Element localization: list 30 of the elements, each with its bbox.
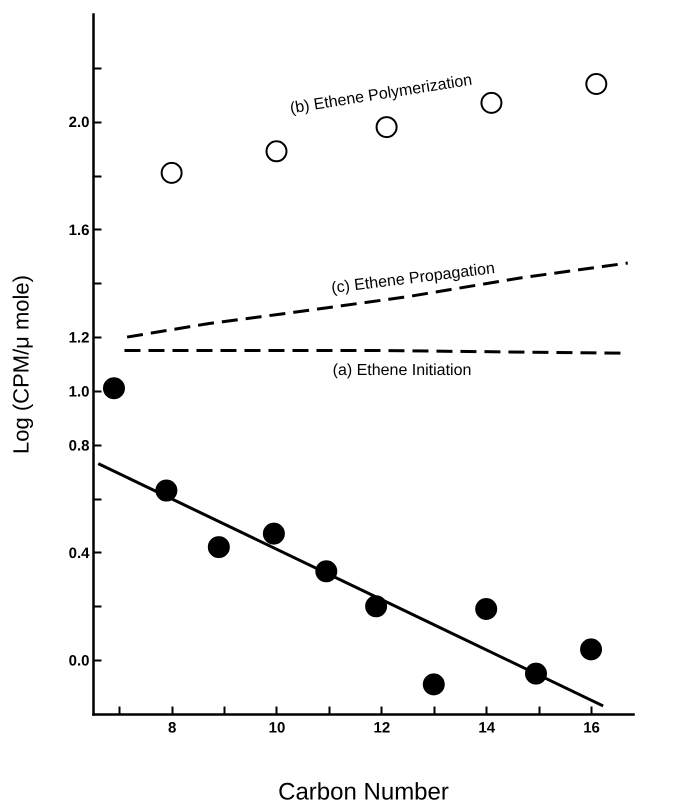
y-tick-label: 1.6 [68,222,90,239]
point [376,116,398,138]
y-axis-title: Log (CPM/μ mole) [8,275,34,454]
y-tick-label: 0.8 [68,437,90,454]
point [208,536,230,558]
point [102,377,125,400]
point [475,598,498,620]
y-tick-label: 1.2 [68,330,90,347]
y-tick-label: 0.4 [68,544,90,562]
point [265,140,288,162]
x-tick-label: 16 [583,720,600,736]
point [585,73,608,95]
annotation: (b) Ethene Polymerization [288,72,474,118]
point [580,638,602,660]
y-tick-label: 0.0 [68,652,90,670]
point [480,92,502,114]
annotation: (a) Ethene Initiation [332,362,472,379]
x-tick-label: 14 [478,720,496,736]
x-tick-label: 12 [374,720,390,736]
point [160,162,183,184]
x-axis-title: Carbon Number [278,778,449,806]
y-tick-label: 1.0 [68,383,90,400]
point [262,522,285,545]
line-series [126,262,630,339]
x-tick-label: 8 [168,720,176,736]
x-tick-label: 10 [268,720,286,736]
y-tick-label: 2.0 [68,114,90,132]
point [422,673,445,696]
point [365,595,388,618]
annotation: (c) Ethene Propagation [330,260,496,297]
